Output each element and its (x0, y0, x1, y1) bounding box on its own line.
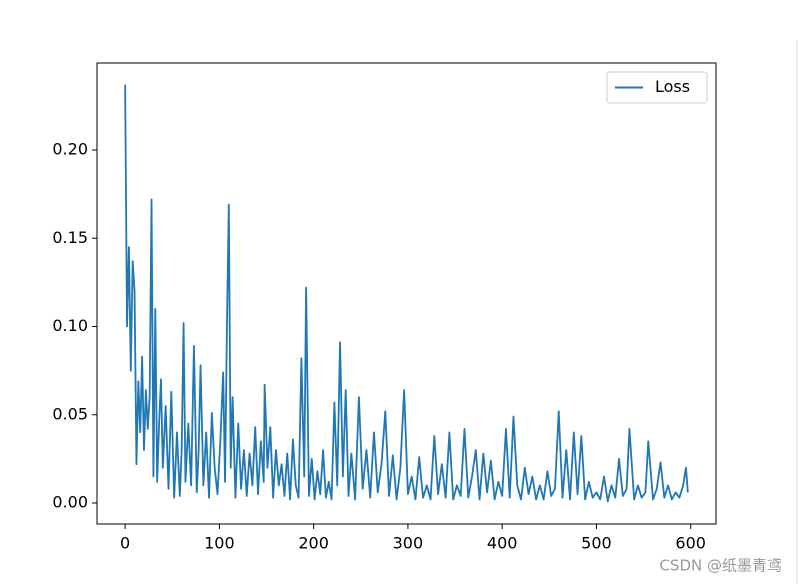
legend-box (606, 71, 708, 104)
x-tick-label: 300 (393, 534, 424, 553)
y-tick-label: 0.20 (52, 140, 88, 159)
loss-line (124, 84, 689, 503)
x-tick-label: 0 (120, 534, 130, 553)
x-tick-label: 200 (298, 534, 329, 553)
plot-area (124, 84, 689, 503)
y-tick-label: 0.10 (52, 316, 88, 335)
axes-frame (96, 62, 717, 525)
y-tick-label: 0.05 (52, 404, 88, 423)
x-tick-label: 400 (487, 534, 518, 553)
x-tick-label: 500 (581, 534, 612, 553)
legend-label: Loss (655, 77, 690, 96)
watermark: CSDN @纸墨青鸢 (659, 557, 782, 575)
x-tick-label: 100 (204, 534, 235, 553)
y-tick-label: 0.00 (52, 492, 88, 511)
y-tick-label: 0.15 (52, 228, 88, 247)
x-tick-label: 600 (675, 534, 706, 553)
